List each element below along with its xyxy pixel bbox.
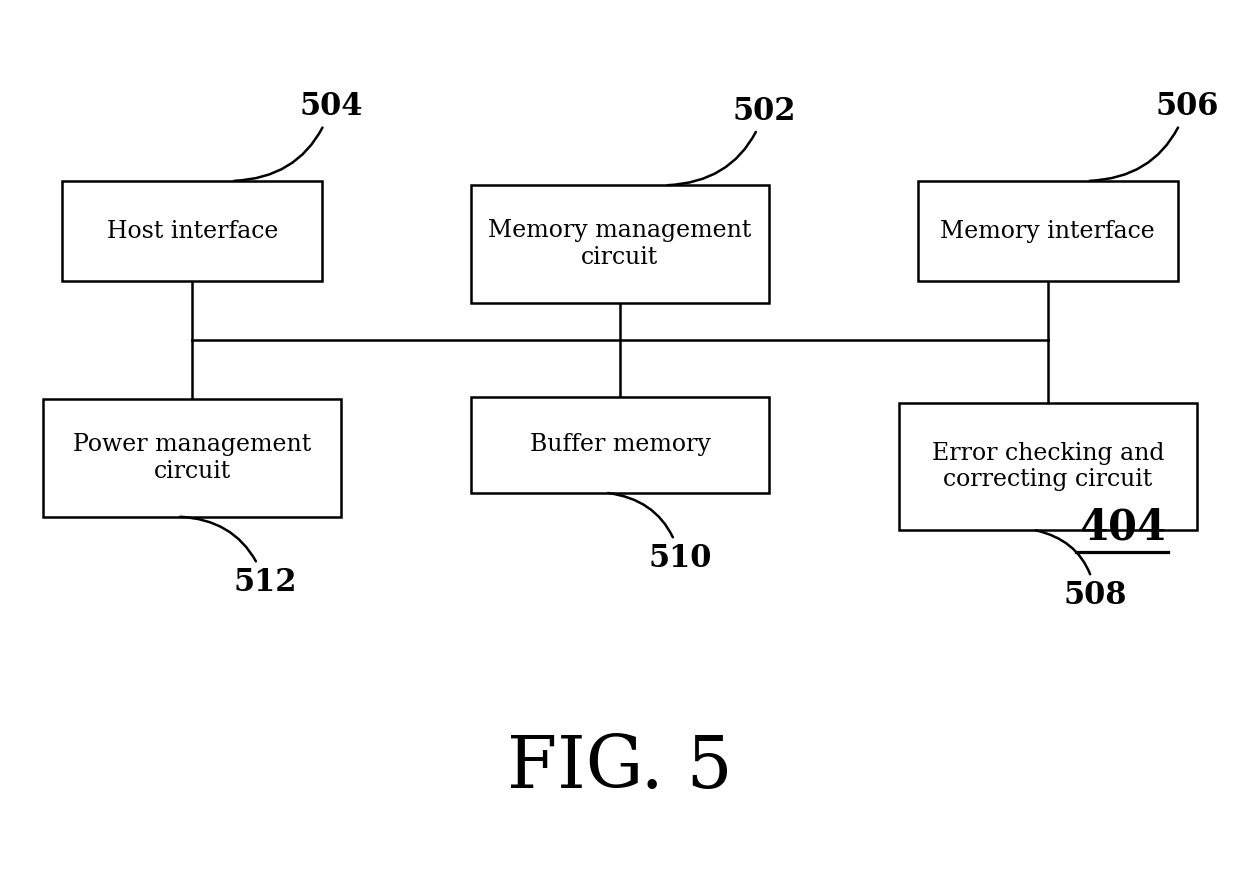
Text: 502: 502 xyxy=(667,96,796,185)
Text: 504: 504 xyxy=(234,92,363,181)
Bar xyxy=(899,403,1197,529)
Bar xyxy=(43,399,341,516)
Text: Host interface: Host interface xyxy=(107,220,278,242)
Text: Error checking and
correcting circuit: Error checking and correcting circuit xyxy=(931,442,1164,491)
Text: Memory management
circuit: Memory management circuit xyxy=(489,220,751,269)
Text: Memory interface: Memory interface xyxy=(940,220,1156,242)
Text: 510: 510 xyxy=(608,493,712,574)
Text: 506: 506 xyxy=(1090,92,1219,181)
Bar xyxy=(471,397,769,493)
Bar xyxy=(471,186,769,303)
Text: Power management
circuit: Power management circuit xyxy=(73,433,311,482)
Text: 508: 508 xyxy=(1035,530,1127,610)
Text: 512: 512 xyxy=(180,517,296,597)
Text: FIG. 5: FIG. 5 xyxy=(507,732,733,802)
Text: Buffer memory: Buffer memory xyxy=(529,433,711,456)
Bar xyxy=(62,181,322,281)
Bar xyxy=(918,181,1178,281)
Text: 404: 404 xyxy=(1079,507,1166,548)
